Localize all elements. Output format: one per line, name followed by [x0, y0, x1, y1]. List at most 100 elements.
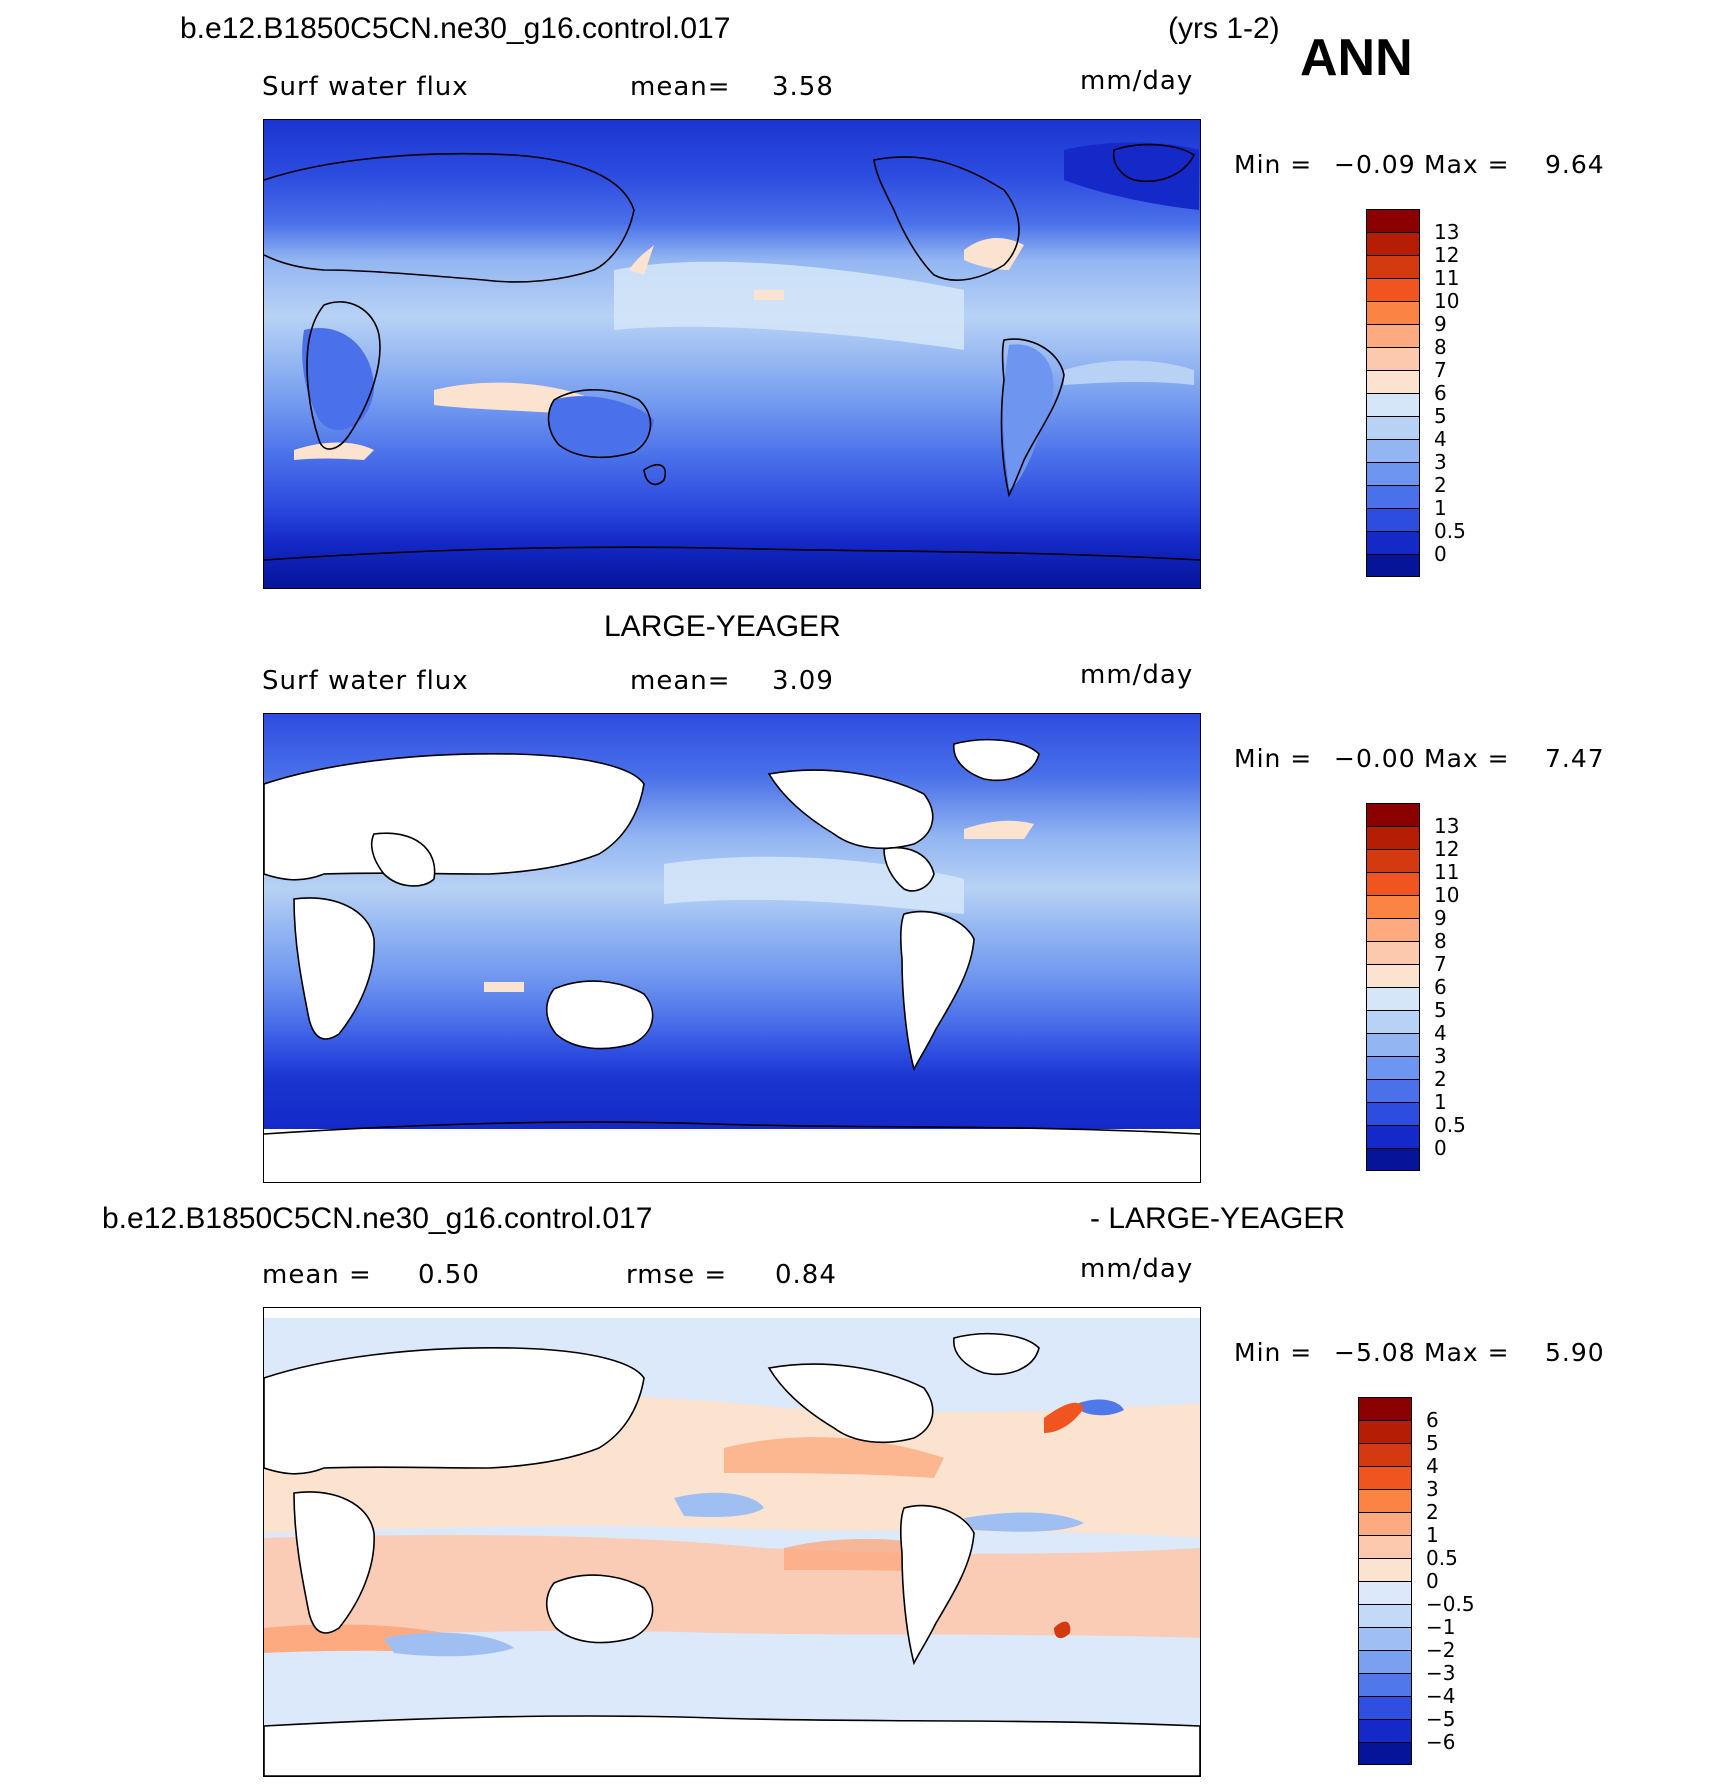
panel3-map — [263, 1307, 1201, 1777]
colorbar-tick-label: 3 — [1434, 450, 1447, 474]
years-label: (yrs 1-2) — [1168, 12, 1280, 45]
panel3-max-label: Max = — [1424, 1338, 1510, 1367]
panel3-rmse-value: 0.84 — [775, 1260, 837, 1290]
colorbar-tick-label: 4 — [1434, 1021, 1447, 1045]
colorbar-tick-label: 2 — [1426, 1500, 1439, 1524]
colorbar-tick-label: 8 — [1434, 335, 1447, 359]
colorbar-tick-label: −3 — [1426, 1661, 1456, 1685]
colorbar-tick-label: 12 — [1434, 243, 1460, 267]
panel2-mean-label: mean= — [630, 666, 731, 696]
colorbar-tick-label: 0.5 — [1434, 1113, 1466, 1137]
colorbar-swatch — [1358, 1535, 1412, 1558]
colorbar-swatch — [1366, 826, 1420, 849]
panel3-max-value: 5.90 — [1545, 1338, 1605, 1367]
panel2-max-value: 7.47 — [1545, 744, 1605, 773]
colorbar-tick-label: −2 — [1426, 1638, 1456, 1662]
colorbar-swatch — [1366, 1056, 1420, 1079]
colorbar-tick-label: −5 — [1426, 1707, 1456, 1731]
panel1-min-value: −0.09 — [1334, 150, 1416, 179]
colorbar-swatch — [1358, 1466, 1412, 1489]
colorbar-tick-label: −0.5 — [1426, 1592, 1475, 1616]
colorbar-tick-label: 9 — [1434, 906, 1447, 930]
panel2-map-svg — [264, 714, 1200, 1182]
colorbar-tick-label: 0.5 — [1434, 519, 1466, 543]
colorbar-swatch — [1358, 1719, 1412, 1742]
colorbar-swatch — [1366, 987, 1420, 1010]
colorbar-tick-label: 9 — [1434, 312, 1447, 336]
colorbar-tick-label: 4 — [1434, 427, 1447, 451]
colorbar-swatch — [1358, 1673, 1412, 1696]
panel1-max-value: 9.64 — [1545, 150, 1605, 179]
colorbar-tick-label: 0 — [1426, 1569, 1439, 1593]
colorbar-swatch — [1358, 1581, 1412, 1604]
colorbar-tick-label: 13 — [1434, 814, 1460, 838]
panel1-variable-label: Surf water flux — [262, 72, 469, 102]
colorbar-tick-label: 4 — [1426, 1454, 1439, 1478]
colorbar-tick-label: 8 — [1434, 929, 1447, 953]
colorbar-swatch — [1366, 803, 1420, 826]
colorbar-tick-label: 5 — [1434, 998, 1447, 1022]
panel3-mean-value: 0.50 — [418, 1260, 480, 1290]
colorbar-swatch — [1358, 1604, 1412, 1627]
colorbar-swatch — [1366, 347, 1420, 370]
colorbar-tick-label: 2 — [1434, 1067, 1447, 1091]
colorbar-swatch — [1358, 1650, 1412, 1673]
colorbar-swatch — [1366, 895, 1420, 918]
colorbar-swatch — [1358, 1627, 1412, 1650]
panel3-title-left: b.e12.B1850C5CN.ne30_g16.control.017 — [102, 1202, 653, 1235]
colorbar-tick-label: 2 — [1434, 473, 1447, 497]
panel3-mean-label: mean = — [262, 1260, 372, 1290]
panel1-max-label: Max = — [1424, 150, 1510, 179]
panel3-min-value: −5.08 — [1334, 1338, 1416, 1367]
colorbar-tick-label: −1 — [1426, 1615, 1456, 1639]
colorbar-tick-label: 6 — [1434, 381, 1447, 405]
colorbar-swatch — [1366, 301, 1420, 324]
colorbar-swatch — [1366, 485, 1420, 508]
colorbar-swatch — [1366, 393, 1420, 416]
colorbar-swatch — [1366, 918, 1420, 941]
panel1-mean-label: mean= — [630, 72, 731, 102]
panel1-map-svg — [264, 120, 1200, 588]
panel3-rmse-label: rmse = — [626, 1260, 728, 1290]
colorbar-swatch — [1358, 1742, 1412, 1765]
panel3-min-label: Min = — [1234, 1338, 1313, 1367]
colorbar-swatch — [1358, 1397, 1412, 1420]
colorbar-tick-label: −6 — [1426, 1730, 1456, 1754]
colorbar-swatch — [1366, 872, 1420, 895]
colorbar-tick-label: 5 — [1434, 404, 1447, 428]
colorbar-swatch — [1366, 324, 1420, 347]
panel3-units: mm/day — [1080, 1254, 1194, 1284]
panel2-title: LARGE-YEAGER — [604, 610, 841, 643]
colorbar-tick-label: 11 — [1434, 860, 1460, 884]
colorbar-swatch — [1366, 849, 1420, 872]
case-title: b.e12.B1850C5CN.ne30_g16.control.017 — [180, 12, 731, 45]
colorbar-tick-label: 12 — [1434, 837, 1460, 861]
colorbar-tick-label: 10 — [1434, 289, 1460, 313]
colorbar-tick-label: 11 — [1434, 266, 1460, 290]
colorbar-swatch — [1366, 462, 1420, 485]
colorbar-tick-label: 0.5 — [1426, 1546, 1458, 1570]
colorbar-swatch — [1366, 1010, 1420, 1033]
colorbar-tick-label: 5 — [1426, 1431, 1439, 1455]
panel2-mean-value: 3.09 — [772, 666, 834, 696]
panel2-max-label: Max = — [1424, 744, 1510, 773]
colorbar-tick-label: 6 — [1434, 975, 1447, 999]
colorbar-swatch — [1358, 1489, 1412, 1512]
colorbar-tick-label: 13 — [1434, 220, 1460, 244]
colorbar-swatch — [1366, 370, 1420, 393]
colorbar-swatch — [1366, 209, 1420, 232]
colorbar-tick-label: 1 — [1434, 496, 1447, 520]
colorbar-tick-label: 0 — [1434, 542, 1447, 566]
colorbar-swatch — [1366, 1125, 1420, 1148]
colorbar-tick-label: −4 — [1426, 1684, 1456, 1708]
colorbar-swatch — [1358, 1443, 1412, 1466]
colorbar-tick-label: 10 — [1434, 883, 1460, 907]
panel2-min-value: −0.00 — [1334, 744, 1416, 773]
colorbar-tick-label: 3 — [1426, 1477, 1439, 1501]
colorbar-tick-label: 6 — [1426, 1408, 1439, 1432]
panel2-units: mm/day — [1080, 660, 1194, 690]
colorbar-swatch — [1366, 439, 1420, 462]
colorbar-swatch — [1366, 1079, 1420, 1102]
panel1-units: mm/day — [1080, 66, 1194, 96]
colorbar-tick-label: 1 — [1434, 1090, 1447, 1114]
